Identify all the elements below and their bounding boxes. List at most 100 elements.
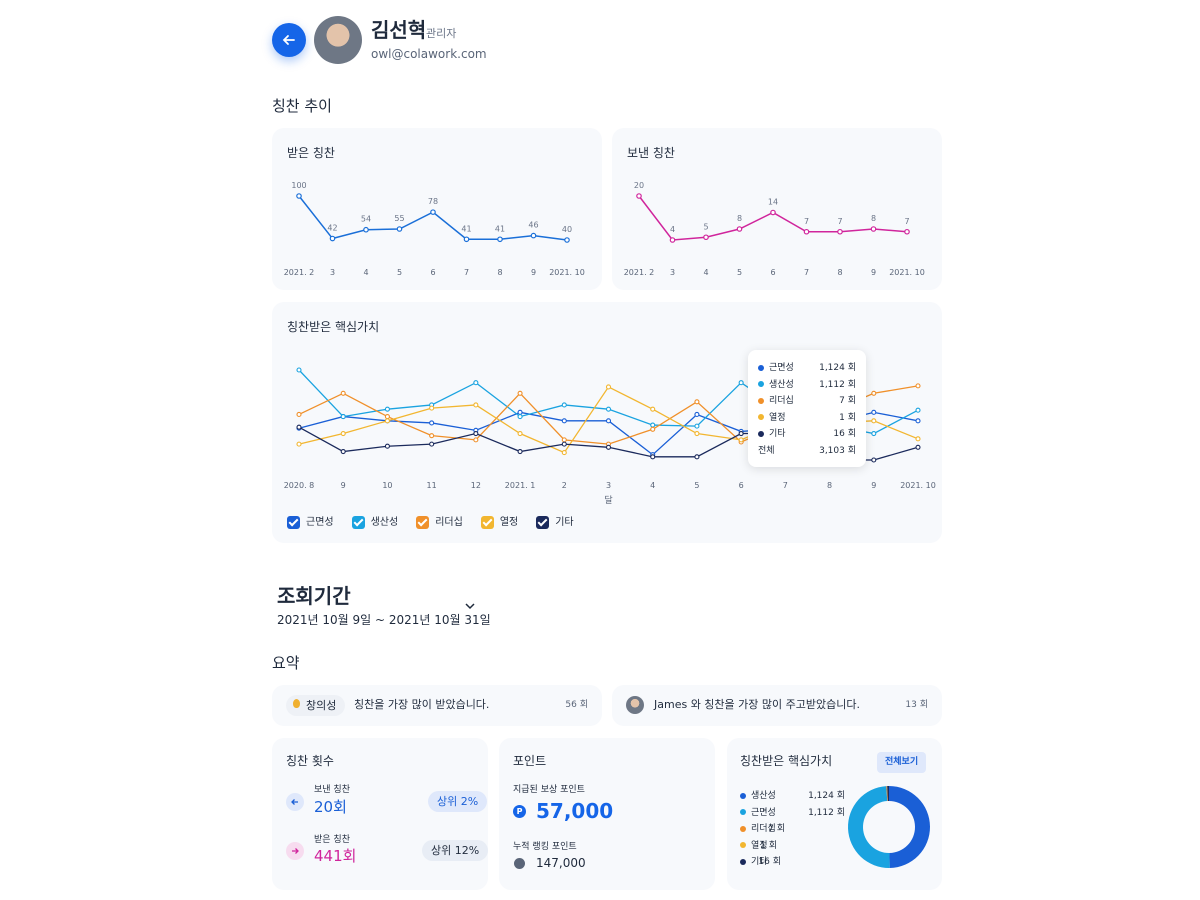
point — [605, 406, 612, 412]
point — [561, 402, 567, 408]
back-button[interactable] — [272, 23, 306, 57]
point — [738, 430, 744, 437]
point-icon: P — [513, 805, 526, 818]
x-tick-label: 9 — [531, 268, 536, 277]
value-label: 46 — [528, 221, 538, 230]
legend-item[interactable]: 열정 — [480, 513, 519, 529]
x-tick-label: 7 — [804, 268, 809, 277]
legend-item[interactable]: 기타 — [536, 513, 574, 529]
stat-label: 받은 칭찬 — [314, 835, 350, 845]
stat-label: 누적 랭킹 포인트 — [513, 842, 577, 852]
legend-item[interactable]: 근면성 — [287, 513, 334, 529]
point — [694, 454, 700, 460]
legend-dot — [740, 792, 746, 799]
point — [915, 407, 921, 413]
point — [384, 406, 390, 412]
value-label: 7 — [804, 217, 809, 226]
x-tick-label: 2021. 2 — [624, 268, 655, 277]
tooltip-row: 전체 3,103 회 — [758, 443, 856, 459]
period-dropdown[interactable] — [464, 600, 476, 612]
value-label: 5 — [703, 222, 708, 231]
legend-item: 열정 1 회 — [740, 838, 845, 855]
x-tick-label: 6 — [770, 268, 775, 277]
point — [363, 226, 369, 233]
x-tick-label: 5 — [694, 481, 699, 490]
stat-value: 20회 — [314, 798, 347, 816]
x-tick-label: 6 — [430, 268, 435, 277]
point — [429, 420, 435, 426]
x-tick-label: 5 — [397, 268, 402, 277]
point — [605, 444, 612, 450]
legend-dot — [740, 858, 746, 865]
point — [694, 411, 700, 418]
tooltip-value: 7 회 — [839, 396, 856, 406]
point — [497, 236, 503, 243]
x-tick-label: 9 — [341, 481, 346, 490]
tooltip-name: 열정 — [769, 412, 786, 423]
tooltip-name: 근면성 — [769, 363, 794, 373]
point — [561, 441, 567, 447]
summary-text: 칭찬을 가장 많이 받았습니다. — [354, 698, 490, 711]
point — [904, 228, 910, 235]
legend-label: 생산성 — [751, 791, 776, 801]
view-all-button[interactable]: 전체보기 — [877, 752, 927, 773]
legend-value: 16 회 — [758, 857, 781, 867]
point — [384, 443, 390, 449]
avatar — [314, 16, 362, 64]
sent-chart: 20 2021. 2 4 3 5 4 8 5 14 6 7 7 7 8 8 9 7 2021. 10 — [624, 181, 925, 277]
legend-checkbox — [351, 515, 365, 529]
point — [296, 411, 302, 418]
legend-item[interactable]: 리더십 — [416, 513, 463, 529]
point — [871, 430, 877, 437]
donut-segment — [887, 786, 888, 802]
user-role: 관리자 — [426, 27, 457, 40]
rank-badge: 상위 2% — [428, 791, 488, 812]
donut-segment — [889, 786, 930, 868]
legend-item[interactable]: 생산성 — [351, 513, 398, 529]
card-title: 포인트 — [513, 754, 547, 768]
x-tick-label: 5 — [737, 268, 742, 277]
tooltip-row: 열정 1 회 — [758, 410, 856, 427]
value-label: 78 — [428, 197, 438, 206]
point — [650, 422, 656, 428]
tooltip-value: 1,124 회 — [819, 363, 856, 373]
stat-label: 지급된 보상 포인트 — [513, 785, 585, 795]
tooltip-dot — [758, 381, 764, 387]
x-tick-label: 7 — [464, 268, 469, 277]
point — [473, 380, 479, 386]
section-title: 요약 — [272, 654, 300, 672]
x-tick-label: 6 — [739, 481, 744, 490]
value-label: 42 — [327, 224, 337, 233]
tooltip-row: 근면성 1,124 회 — [758, 360, 856, 377]
legend-label: 기타 — [555, 517, 574, 528]
point — [803, 228, 810, 235]
legend-label: 열정 — [499, 517, 519, 528]
tooltip-dot — [758, 364, 764, 371]
card-title: 보낸 칭찬 — [627, 146, 675, 160]
x-tick-label: 4 — [703, 268, 708, 277]
legend-value: 1,112 회 — [808, 807, 845, 818]
legend-checkbox — [536, 515, 550, 529]
x-tick-label: 3 — [606, 481, 611, 490]
value-label: 4 — [670, 225, 675, 234]
legend-label: 근면성 — [751, 807, 776, 818]
point — [636, 193, 642, 199]
x-tick-label: 2021. 1 — [505, 481, 536, 490]
tooltip-value: 16 회 — [833, 429, 856, 439]
stat-label: 보낸 칭찬 — [314, 785, 350, 795]
legend-label: 리더십 — [751, 824, 776, 834]
point — [517, 448, 523, 455]
value-label: 100 — [291, 181, 306, 190]
summary-text: James 와 칭찬을 가장 많이 주고받았습니다. — [654, 698, 860, 711]
legend-label: 리더십 — [435, 517, 463, 528]
point — [915, 436, 921, 442]
point — [429, 405, 435, 411]
x-tick-label: 8 — [837, 268, 842, 277]
legend-name-wrap: 리더십 — [740, 821, 776, 838]
value-label: 40 — [562, 225, 572, 234]
point — [650, 406, 656, 412]
card-title: 칭찬 횟수 — [286, 754, 334, 768]
value-label: 55 — [394, 214, 404, 223]
tag-icon — [293, 699, 300, 708]
